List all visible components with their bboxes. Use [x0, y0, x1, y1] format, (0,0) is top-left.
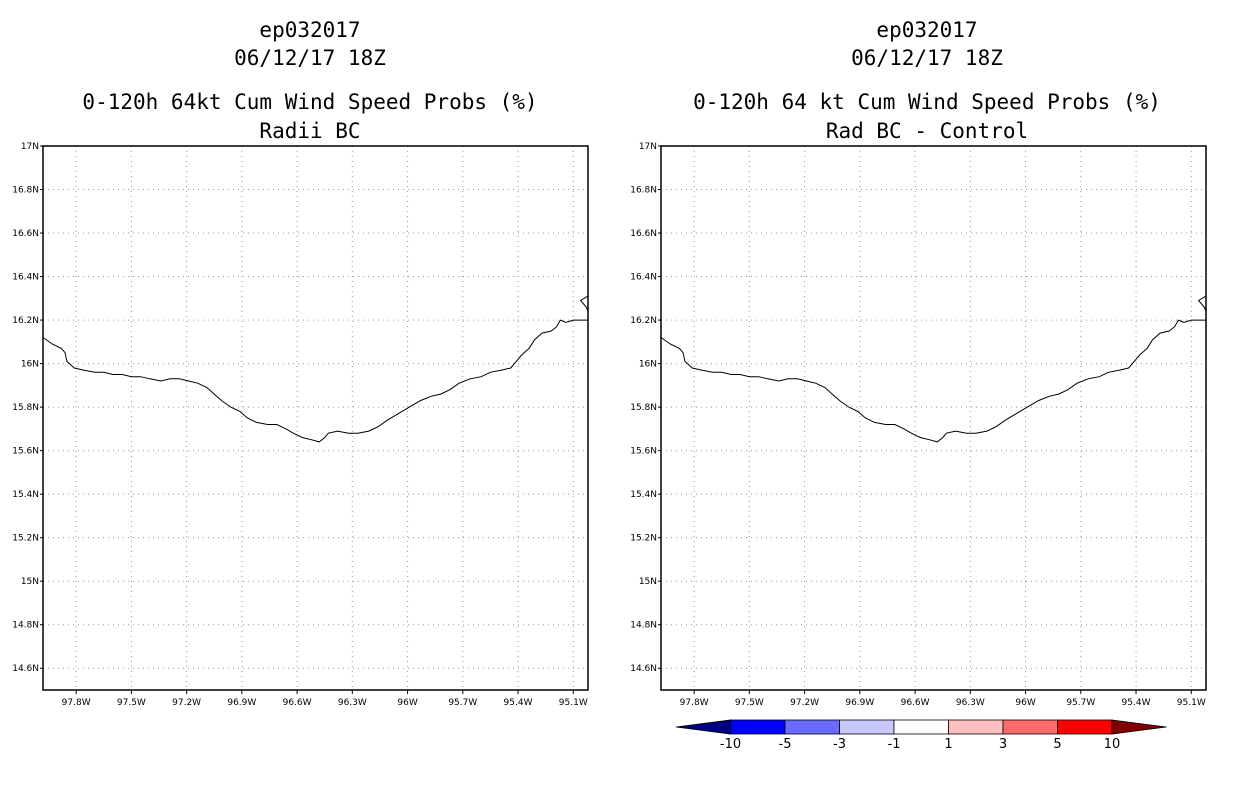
right-title-product: 0-120h 64 kt Cum Wind Speed Probs (%) [693, 90, 1161, 114]
left-lat-label: 14.6N [12, 664, 39, 674]
left-lat-label: 16.4N [12, 273, 39, 283]
left-lat-label: 16N [21, 360, 39, 370]
left-lon-label: 97.2W [172, 698, 201, 708]
colorbar-label: 3 [999, 737, 1007, 752]
colorbar-box [784, 719, 840, 735]
colorbar-label: 1 [944, 737, 952, 752]
right-lat-label: 15N [639, 577, 657, 587]
colorbar-box [839, 719, 895, 735]
colorbar-label: -5 [779, 737, 792, 752]
left-lon-label: 95.4W [504, 698, 533, 708]
right-lon-label: 97.2W [790, 698, 819, 708]
right-title-subtitle: Rad BC - Control [825, 119, 1029, 143]
left-lat-label: 17N [21, 142, 39, 152]
colorbar-box [730, 719, 786, 735]
right-lon-label: 96.3W [956, 698, 985, 708]
left-lon-label: 96.9W [227, 698, 256, 708]
right-lon-label: 97.8W [680, 698, 709, 708]
left-lat-label: 15N [21, 577, 39, 587]
left-title-product: 0-120h 64kt Cum Wind Speed Probs (%) [82, 90, 538, 114]
right-map-panel: 17N 16.8N 16.6N 16.4N 16.2N 16N 15.8N 15.6N 15.4… [630, 142, 1207, 708]
right-lat-label: 15.8N [630, 403, 657, 413]
difference-colorbar: -10 -5 -3 -1 1 3 5 10 [675, 719, 1167, 752]
colorbar-label: 5 [1053, 737, 1061, 752]
left-lat-label: 15.8N [12, 403, 39, 413]
left-coastline [42, 319, 588, 443]
right-lat-label: 15.6N [630, 447, 657, 457]
left-lat-label: 15.2N [12, 534, 39, 544]
left-lat-label: 15.4N [12, 490, 39, 500]
left-lon-label: 96W [397, 698, 417, 708]
left-lon-label: 97.5W [117, 698, 146, 708]
left-title-subtitle: Radii BC [259, 119, 361, 143]
left-lat-label: 15.6N [12, 447, 39, 457]
left-coastline-notch [579, 295, 589, 312]
right-title-storm-id: ep032017 [876, 18, 978, 42]
colorbar-low-extend-triangle [675, 719, 731, 735]
right-lon-label: 95.7W [1066, 698, 1095, 708]
colorbar-box [1057, 719, 1113, 735]
right-lon-label: 95.1W [1177, 698, 1206, 708]
right-coastline-notch [1197, 295, 1207, 312]
colorbar-label: 10 [1104, 737, 1121, 752]
left-lat-label: 16.6N [12, 229, 39, 239]
right-lon-label: 96W [1015, 698, 1035, 708]
left-lon-label: 96.6W [283, 698, 312, 708]
right-plot-frame [660, 145, 1207, 691]
left-lon-label: 96.3W [338, 698, 367, 708]
colorbar-label: -3 [833, 737, 846, 752]
left-lat-label: 16.8N [12, 186, 39, 196]
colorbar-label: -1 [888, 737, 901, 752]
left-lat-label: 16.2N [12, 316, 39, 326]
right-lat-label: 16.2N [630, 316, 657, 326]
left-lon-label: 95.1W [559, 698, 588, 708]
right-lat-label: 16.8N [630, 186, 657, 196]
colorbar-high-extend-triangle [1111, 719, 1167, 735]
right-lon-label: 95.4W [1122, 698, 1151, 708]
right-lat-label: 15.2N [630, 534, 657, 544]
left-lat-label: 14.8N [12, 621, 39, 631]
right-coastline [660, 319, 1206, 443]
right-lat-label: 17N [639, 142, 657, 152]
right-lat-label: 14.8N [630, 621, 657, 631]
colorbar-box [948, 719, 1004, 735]
left-title-storm-id: ep032017 [259, 18, 361, 42]
left-title-datetime: 06/12/17 18Z [234, 46, 386, 70]
right-lat-label: 14.6N [630, 664, 657, 674]
right-lon-label: 96.6W [901, 698, 930, 708]
right-lat-label: 15.4N [630, 490, 657, 500]
right-lat-label: 16.4N [630, 273, 657, 283]
left-lon-label: 97.8W [62, 698, 91, 708]
colorbar-box [1002, 719, 1058, 735]
left-plot-frame [42, 145, 589, 691]
right-lon-label: 97.5W [735, 698, 764, 708]
colorbar-box [893, 719, 949, 735]
right-lon-label: 96.9W [845, 698, 874, 708]
right-lat-label: 16.6N [630, 229, 657, 239]
left-lon-label: 95.7W [448, 698, 477, 708]
right-title-datetime: 06/12/17 18Z [851, 46, 1003, 70]
left-map-panel: 17N 16.8N 16.6N 16.4N 16.2N 16N 15.8N 15.6N 15.4… [12, 142, 589, 708]
colorbar-label: -10 [720, 737, 741, 752]
right-lat-label: 16N [639, 360, 657, 370]
